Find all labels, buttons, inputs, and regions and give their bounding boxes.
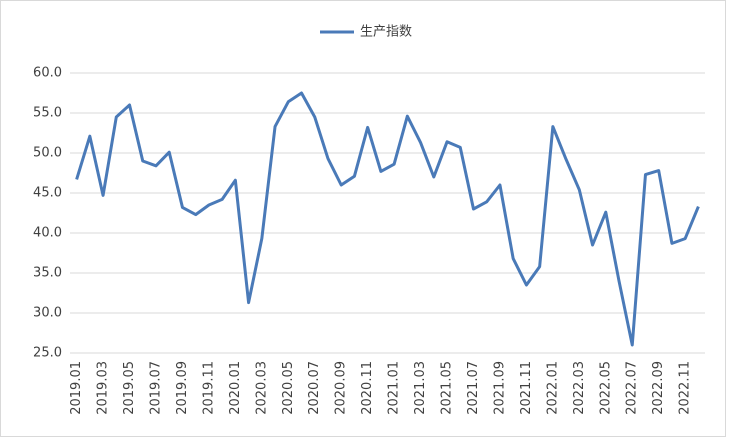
x-tick-label: 2019.07 <box>148 361 163 415</box>
x-tick-label: 2019.05 <box>122 361 137 415</box>
y-tick-label: 45.0 <box>33 186 62 201</box>
x-tick-label: 2019.01 <box>69 361 84 415</box>
x-tick-label: 2021.05 <box>440 361 455 415</box>
x-tick-label: 2020.03 <box>254 361 269 415</box>
series-line <box>75 91 700 347</box>
x-tick-label: 2022.01 <box>545 361 560 415</box>
y-tick-label: 40.0 <box>33 226 62 241</box>
x-tick-label: 2019.03 <box>96 361 111 415</box>
y-tick-label: 30.0 <box>33 306 62 321</box>
x-tick-label: 2020.07 <box>307 361 322 415</box>
x-tick-label: 2022.03 <box>572 361 587 415</box>
x-tick-label: 2020.09 <box>334 361 349 415</box>
x-tick-label: 2020.05 <box>281 361 296 415</box>
x-tick-label: 2020.11 <box>360 361 375 415</box>
y-tick-label: 60.0 <box>33 66 62 81</box>
y-tick-label: 35.0 <box>33 266 62 281</box>
x-tick-label: 2021.03 <box>413 361 428 415</box>
x-tick-label: 2021.07 <box>466 361 481 415</box>
x-tick-label: 2022.11 <box>678 361 693 415</box>
x-tick-label: 2019.09 <box>175 361 190 415</box>
legend-label: 生产指数 <box>360 25 412 40</box>
x-tick-label: 2021.01 <box>387 361 402 415</box>
x-tick-label: 2021.11 <box>519 361 534 415</box>
x-tick-label: 2022.05 <box>598 361 613 415</box>
y-tick-label: 25.0 <box>33 346 62 361</box>
x-tick-label: 2022.07 <box>625 361 640 415</box>
y-tick-label: 50.0 <box>33 146 62 161</box>
x-tick-label: 2021.09 <box>492 361 507 415</box>
x-tick-label: 2019.11 <box>201 361 216 415</box>
x-tick-label: 2020.01 <box>228 361 243 415</box>
y-tick-label: 55.0 <box>33 106 62 121</box>
x-tick-label: 2022.09 <box>651 361 666 415</box>
